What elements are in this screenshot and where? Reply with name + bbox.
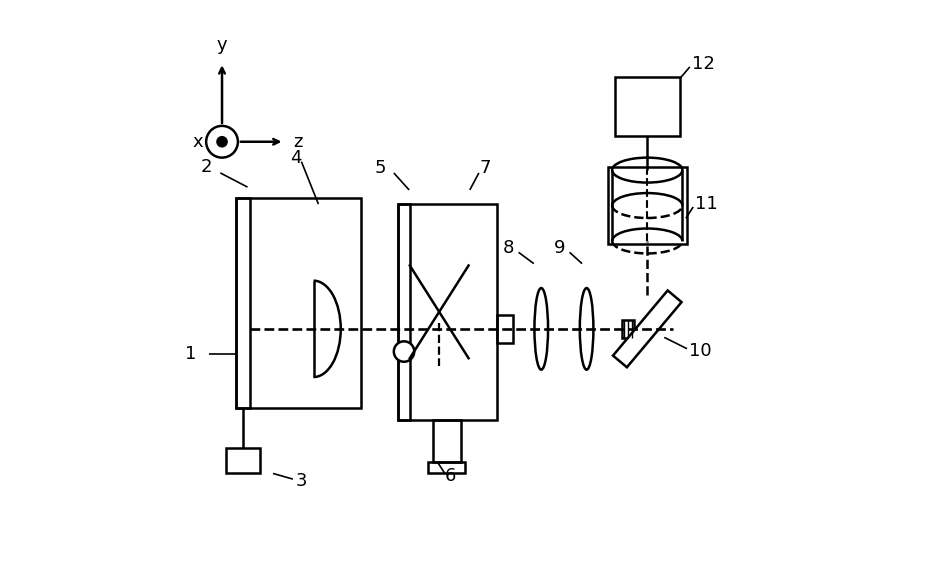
Bar	[398, 204, 497, 420]
Bar	[615, 77, 681, 136]
Ellipse shape	[580, 288, 594, 370]
Text: 3: 3	[295, 472, 307, 490]
Text: 4: 4	[290, 149, 302, 167]
Text: x: x	[193, 133, 204, 151]
Text: y: y	[217, 36, 228, 54]
Text: 6: 6	[444, 467, 457, 485]
Circle shape	[217, 137, 227, 147]
Text: 5: 5	[375, 159, 386, 177]
Text: 9: 9	[554, 239, 565, 257]
Bar	[432, 420, 461, 462]
Text: 1: 1	[185, 345, 196, 363]
Text: z: z	[293, 133, 302, 151]
Bar	[226, 448, 260, 473]
Polygon shape	[613, 290, 682, 367]
Text: 8: 8	[503, 239, 514, 257]
Bar	[621, 320, 634, 338]
Circle shape	[394, 341, 414, 362]
Bar	[497, 315, 513, 343]
Bar	[607, 167, 687, 244]
Ellipse shape	[534, 288, 548, 370]
Bar	[428, 462, 466, 473]
Circle shape	[206, 126, 238, 158]
Text: 12: 12	[692, 55, 714, 73]
Text: 11: 11	[694, 195, 718, 213]
Bar	[236, 198, 250, 408]
Bar	[236, 198, 361, 408]
Text: 2: 2	[201, 158, 212, 176]
Text: 7: 7	[480, 159, 492, 177]
Bar	[398, 204, 410, 420]
Text: 10: 10	[689, 342, 711, 360]
